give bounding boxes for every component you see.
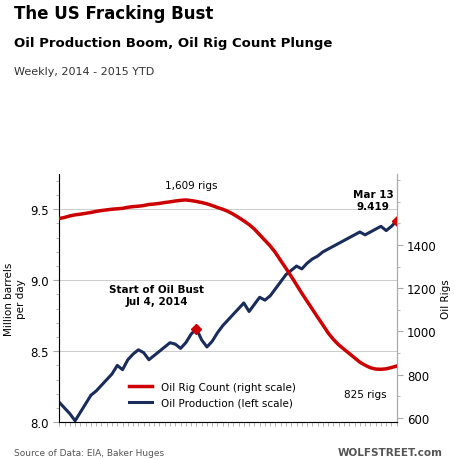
Text: WOLFSTREET.com: WOLFSTREET.com bbox=[337, 447, 441, 457]
Text: The US Fracking Bust: The US Fracking Bust bbox=[14, 5, 212, 22]
Y-axis label: Oil Rigs: Oil Rigs bbox=[440, 279, 450, 318]
Y-axis label: Million barrels
per day: Million barrels per day bbox=[5, 262, 26, 335]
Text: Oil Production Boom, Oil Rig Count Plunge: Oil Production Boom, Oil Rig Count Plung… bbox=[14, 37, 331, 50]
Text: Source of Data: EIA, Baker Huges: Source of Data: EIA, Baker Huges bbox=[14, 448, 163, 457]
Text: Start of Oil Bust
Jul 4, 2014: Start of Oil Bust Jul 4, 2014 bbox=[109, 285, 204, 306]
Text: 825 rigs: 825 rigs bbox=[343, 389, 385, 399]
Text: Mar 13
9.419: Mar 13 9.419 bbox=[352, 190, 393, 212]
Text: 1,609 rigs: 1,609 rigs bbox=[164, 180, 217, 190]
Legend: Oil Rig Count (right scale), Oil Production (left scale): Oil Rig Count (right scale), Oil Product… bbox=[125, 378, 299, 412]
Text: Weekly, 2014 - 2015 YTD: Weekly, 2014 - 2015 YTD bbox=[14, 67, 154, 77]
